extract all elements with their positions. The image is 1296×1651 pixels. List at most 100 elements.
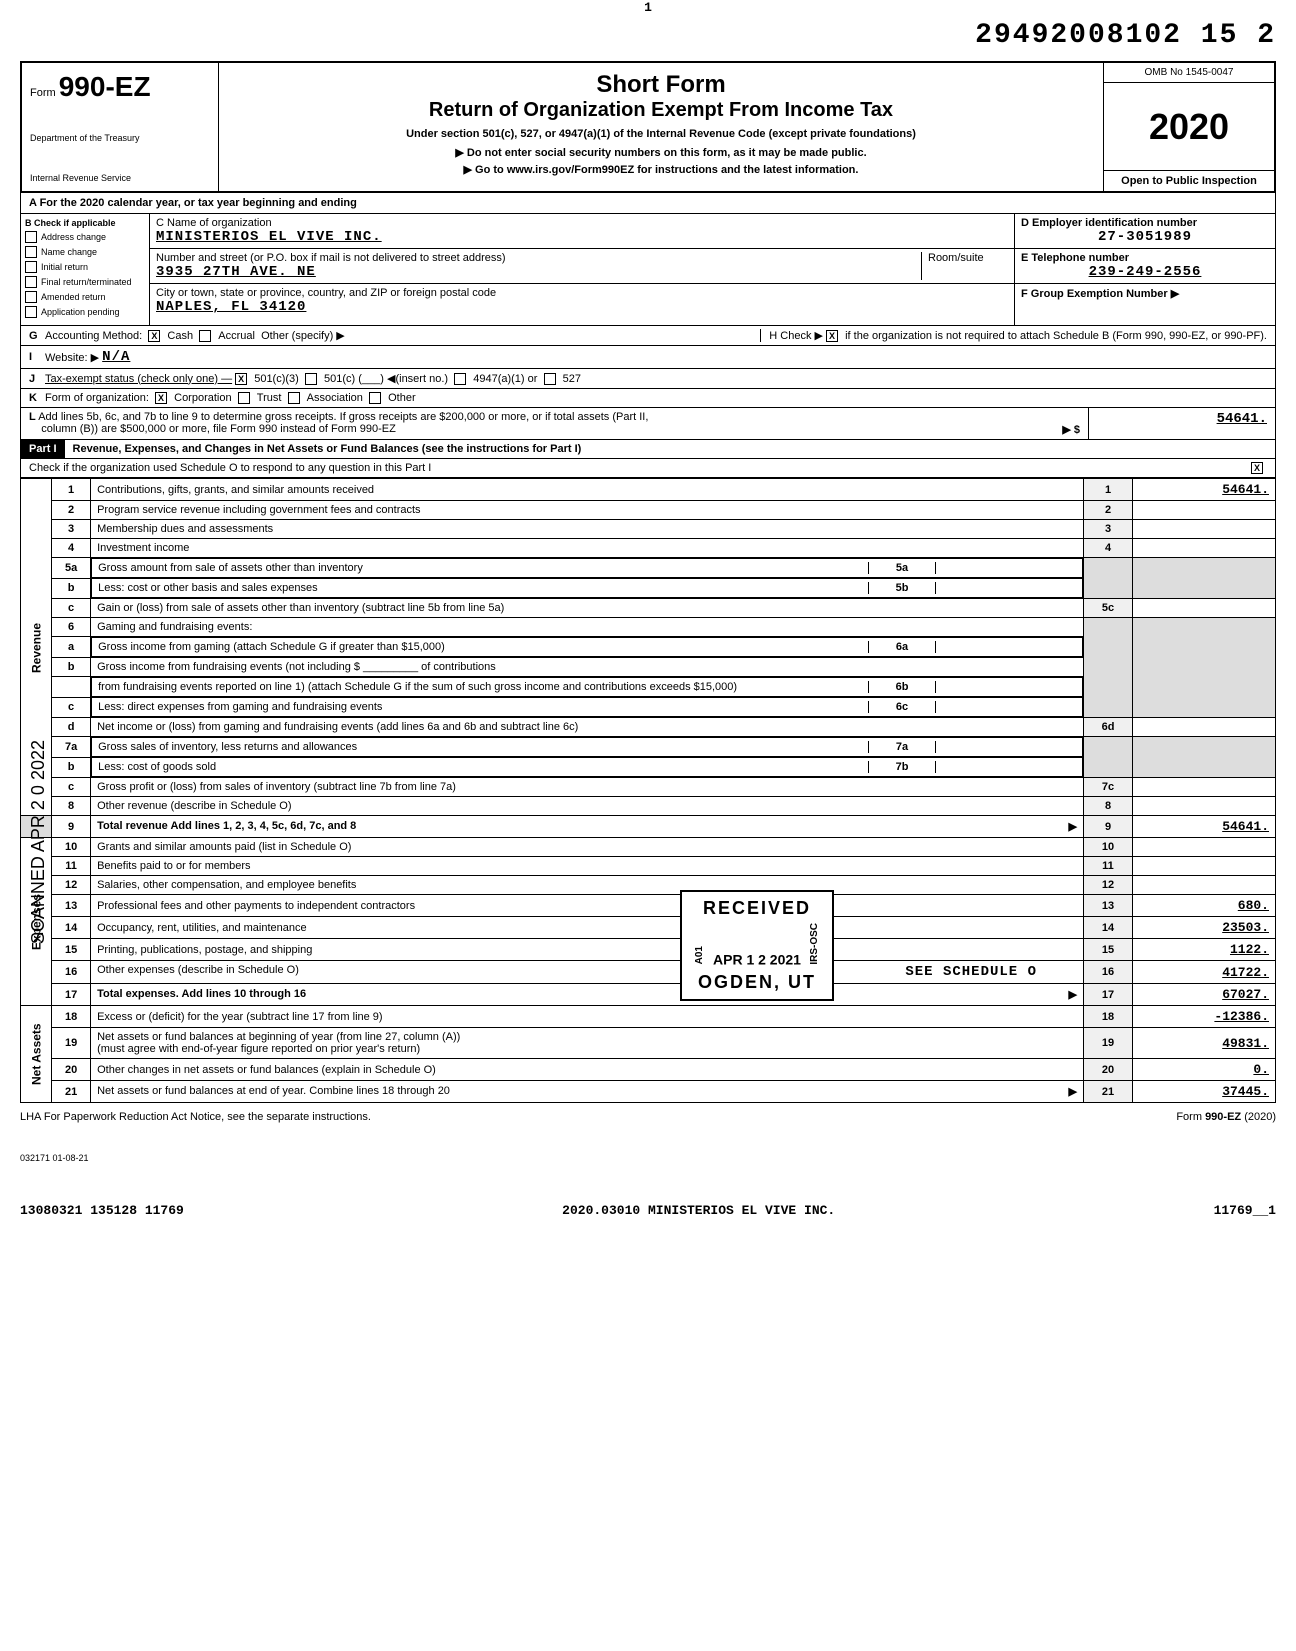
city-row: City or town, state or province, country… xyxy=(150,284,1014,318)
table-row: Net Assets 18Excess or (deficit) for the… xyxy=(21,1006,1276,1028)
footer-right: 11769__1 xyxy=(1214,1203,1276,1218)
ein-value: 27-3051989 xyxy=(1021,229,1269,245)
form-container: 29492008102 15 2 Form 990-EZ Department … xyxy=(20,20,1276,1218)
part-1-check-text: Check if the organization used Schedule … xyxy=(29,462,431,474)
part-1-table: Revenue 1Contributions, gifts, grants, a… xyxy=(20,478,1276,1103)
row-g: G Accounting Method: X Cash Accrual Othe… xyxy=(20,326,1276,346)
line-l-arrow: ▶ $ xyxy=(1062,423,1080,436)
table-row: Revenue 1Contributions, gifts, grants, a… xyxy=(21,479,1276,501)
street-label: Number and street (or P.O. box if mail i… xyxy=(156,252,921,264)
table-row: 12Salaries, other compensation, and empl… xyxy=(21,876,1276,895)
section-b: B Check if applicable Address change Nam… xyxy=(21,214,150,325)
part-1-header: Part I Revenue, Expenses, and Changes in… xyxy=(20,440,1276,459)
table-row: 4Investment income4 xyxy=(21,539,1276,558)
phone-value: 239-249-2556 xyxy=(1021,264,1269,280)
instruction-url: ▶ Go to www.irs.gov/Form990EZ for instru… xyxy=(227,163,1095,176)
calendar-year-row: A For the 2020 calendar year, or tax yea… xyxy=(20,193,1276,214)
checkbox-4947[interactable] xyxy=(454,373,466,385)
table-row: 6Gaming and fundraising events: xyxy=(21,618,1276,637)
table-row: 2Program service revenue including gover… xyxy=(21,501,1276,520)
section-de: D Employer identification number 27-3051… xyxy=(1015,214,1275,325)
table-row: 13Professional fees and other payments t… xyxy=(21,895,1276,917)
ein-row: D Employer identification number 27-3051… xyxy=(1015,214,1275,249)
street-value: 3935 27TH AVE. NE xyxy=(156,264,921,280)
tax-exempt-label: Tax-exempt status (check only one) — xyxy=(45,373,232,385)
checkbox-name-change[interactable]: Name change xyxy=(25,246,145,258)
checkbox-schedule-o[interactable]: X xyxy=(1251,462,1263,474)
part-1-check-row: Check if the organization used Schedule … xyxy=(20,459,1276,478)
room-suite: Room/suite xyxy=(921,252,1008,280)
checkbox-association[interactable] xyxy=(288,392,300,404)
line-l-amount: 54641. xyxy=(1088,408,1275,439)
short-form-label: Short Form xyxy=(227,71,1095,99)
org-name-row: C Name of organization MINISTERIOS EL VI… xyxy=(150,214,1014,249)
scanned-stamp: SCANNED APR 2 0 2022 xyxy=(28,740,49,944)
dept-treasury: Department of the Treasury xyxy=(30,133,210,143)
checkbox-accrual[interactable] xyxy=(199,330,211,342)
checkbox-initial-return[interactable]: Initial return xyxy=(25,261,145,273)
stamp-received: RECEIVED xyxy=(694,898,820,919)
checkbox-amended-return[interactable]: Amended return xyxy=(25,291,145,303)
org-name: MINISTERIOS EL VIVE INC. xyxy=(156,229,1008,245)
form-title: Return of Organization Exempt From Incom… xyxy=(227,99,1095,122)
line-l-text2: column (B)) are $500,000 or more, file F… xyxy=(41,423,396,435)
dept-irs: Internal Revenue Service xyxy=(30,173,210,183)
checkbox-address-change[interactable]: Address change xyxy=(25,231,145,243)
net-assets-side-label: Net Assets xyxy=(21,1006,52,1103)
row-j: J Tax-exempt status (check only one) — X… xyxy=(20,369,1276,389)
table-row: dNet income or (loss) from gaming and fu… xyxy=(21,718,1276,737)
website-value: N/A xyxy=(102,349,130,365)
footer-bottom: 13080321 135128 11769 1 2020.03010 MINIS… xyxy=(20,1203,1276,1218)
header-left: Form 990-EZ Department of the Treasury I… xyxy=(22,63,219,191)
form-prefix: Form 990-EZ xyxy=(30,71,210,103)
checkbox-application-pending[interactable]: Application pending xyxy=(25,306,145,318)
checkbox-501c3[interactable]: X xyxy=(235,373,247,385)
table-row: 3Membership dues and assessments3 xyxy=(21,520,1276,539)
checkbox-trust[interactable] xyxy=(238,392,250,404)
phone-label: E Telephone number xyxy=(1021,252,1269,264)
tax-year: 2020 xyxy=(1104,83,1274,170)
ein-label: D Employer identification number xyxy=(1021,217,1269,229)
form-org-label: Form of organization: xyxy=(45,392,149,404)
part-1-label: Part I xyxy=(21,440,65,458)
section-h: H Check ▶ X if the organization is not r… xyxy=(760,329,1267,342)
table-row: 21Net assets or fund balances at end of … xyxy=(21,1081,1276,1103)
section-b-header: B Check if applicable xyxy=(25,218,145,228)
city-label: City or town, state or province, country… xyxy=(156,287,1008,299)
form-header: Form 990-EZ Department of the Treasury I… xyxy=(20,61,1276,193)
city-value: NAPLES, FL 34120 xyxy=(156,299,1008,315)
header-center: Short Form Return of Organization Exempt… xyxy=(219,63,1103,191)
phone-row: E Telephone number 239-249-2556 xyxy=(1015,249,1275,284)
checkbox-501c[interactable] xyxy=(305,373,317,385)
table-row: 17Total expenses. Add lines 10 through 1… xyxy=(21,984,1276,1006)
lha-notice: LHA For Paperwork Reduction Act Notice, … xyxy=(20,1111,371,1123)
footer-left: 13080321 135128 11769 xyxy=(20,1203,184,1218)
table-row: 11Benefits paid to or for members11 xyxy=(21,857,1276,876)
table-row: 20Other changes in net assets or fund ba… xyxy=(21,1059,1276,1081)
row-i: I Website: ▶ N/A xyxy=(20,346,1276,369)
table-row: 8Other revenue (describe in Schedule O)8 xyxy=(21,797,1276,816)
table-row: 19Net assets or fund balances at beginni… xyxy=(21,1028,1276,1059)
table-row: 14Occupancy, rent, utilities, and mainte… xyxy=(21,917,1276,939)
footer-code: 032171 01-08-21 xyxy=(20,1153,1276,1163)
table-row: Expenses 10Grants and similar amounts pa… xyxy=(21,838,1276,857)
group-exemption-row: F Group Exemption Number ▶ xyxy=(1015,284,1275,303)
part-1-title: Revenue, Expenses, and Changes in Net As… xyxy=(65,440,590,458)
info-grid: B Check if applicable Address change Nam… xyxy=(20,214,1276,326)
checkbox-cash[interactable]: X xyxy=(148,330,160,342)
row-l: L Add lines 5b, 6c, and 7b to line 9 to … xyxy=(20,408,1276,440)
table-row: 5aGross amount from sale of assets other… xyxy=(21,558,1276,579)
table-row: cGain or (loss) from sale of assets othe… xyxy=(21,599,1276,618)
checkbox-527[interactable] xyxy=(544,373,556,385)
website-label: Website: ▶ xyxy=(45,351,99,364)
table-row: 9Total revenue Add lines 1, 2, 3, 4, 5c,… xyxy=(21,816,1276,838)
checkbox-schedule-b[interactable]: X xyxy=(826,330,838,342)
form-reference: Form 990-EZ (2020) xyxy=(1176,1111,1276,1123)
table-row: 15Printing, publications, postage, and s… xyxy=(21,939,1276,961)
checkbox-other-org[interactable] xyxy=(369,392,381,404)
checkbox-final-return[interactable]: Final return/terminated xyxy=(25,276,145,288)
form-number: 990-EZ xyxy=(59,71,151,102)
checkbox-corporation[interactable]: X xyxy=(155,392,167,404)
stamp-location: OGDEN, UT xyxy=(694,972,820,993)
org-name-label: C Name of organization xyxy=(156,217,1008,229)
